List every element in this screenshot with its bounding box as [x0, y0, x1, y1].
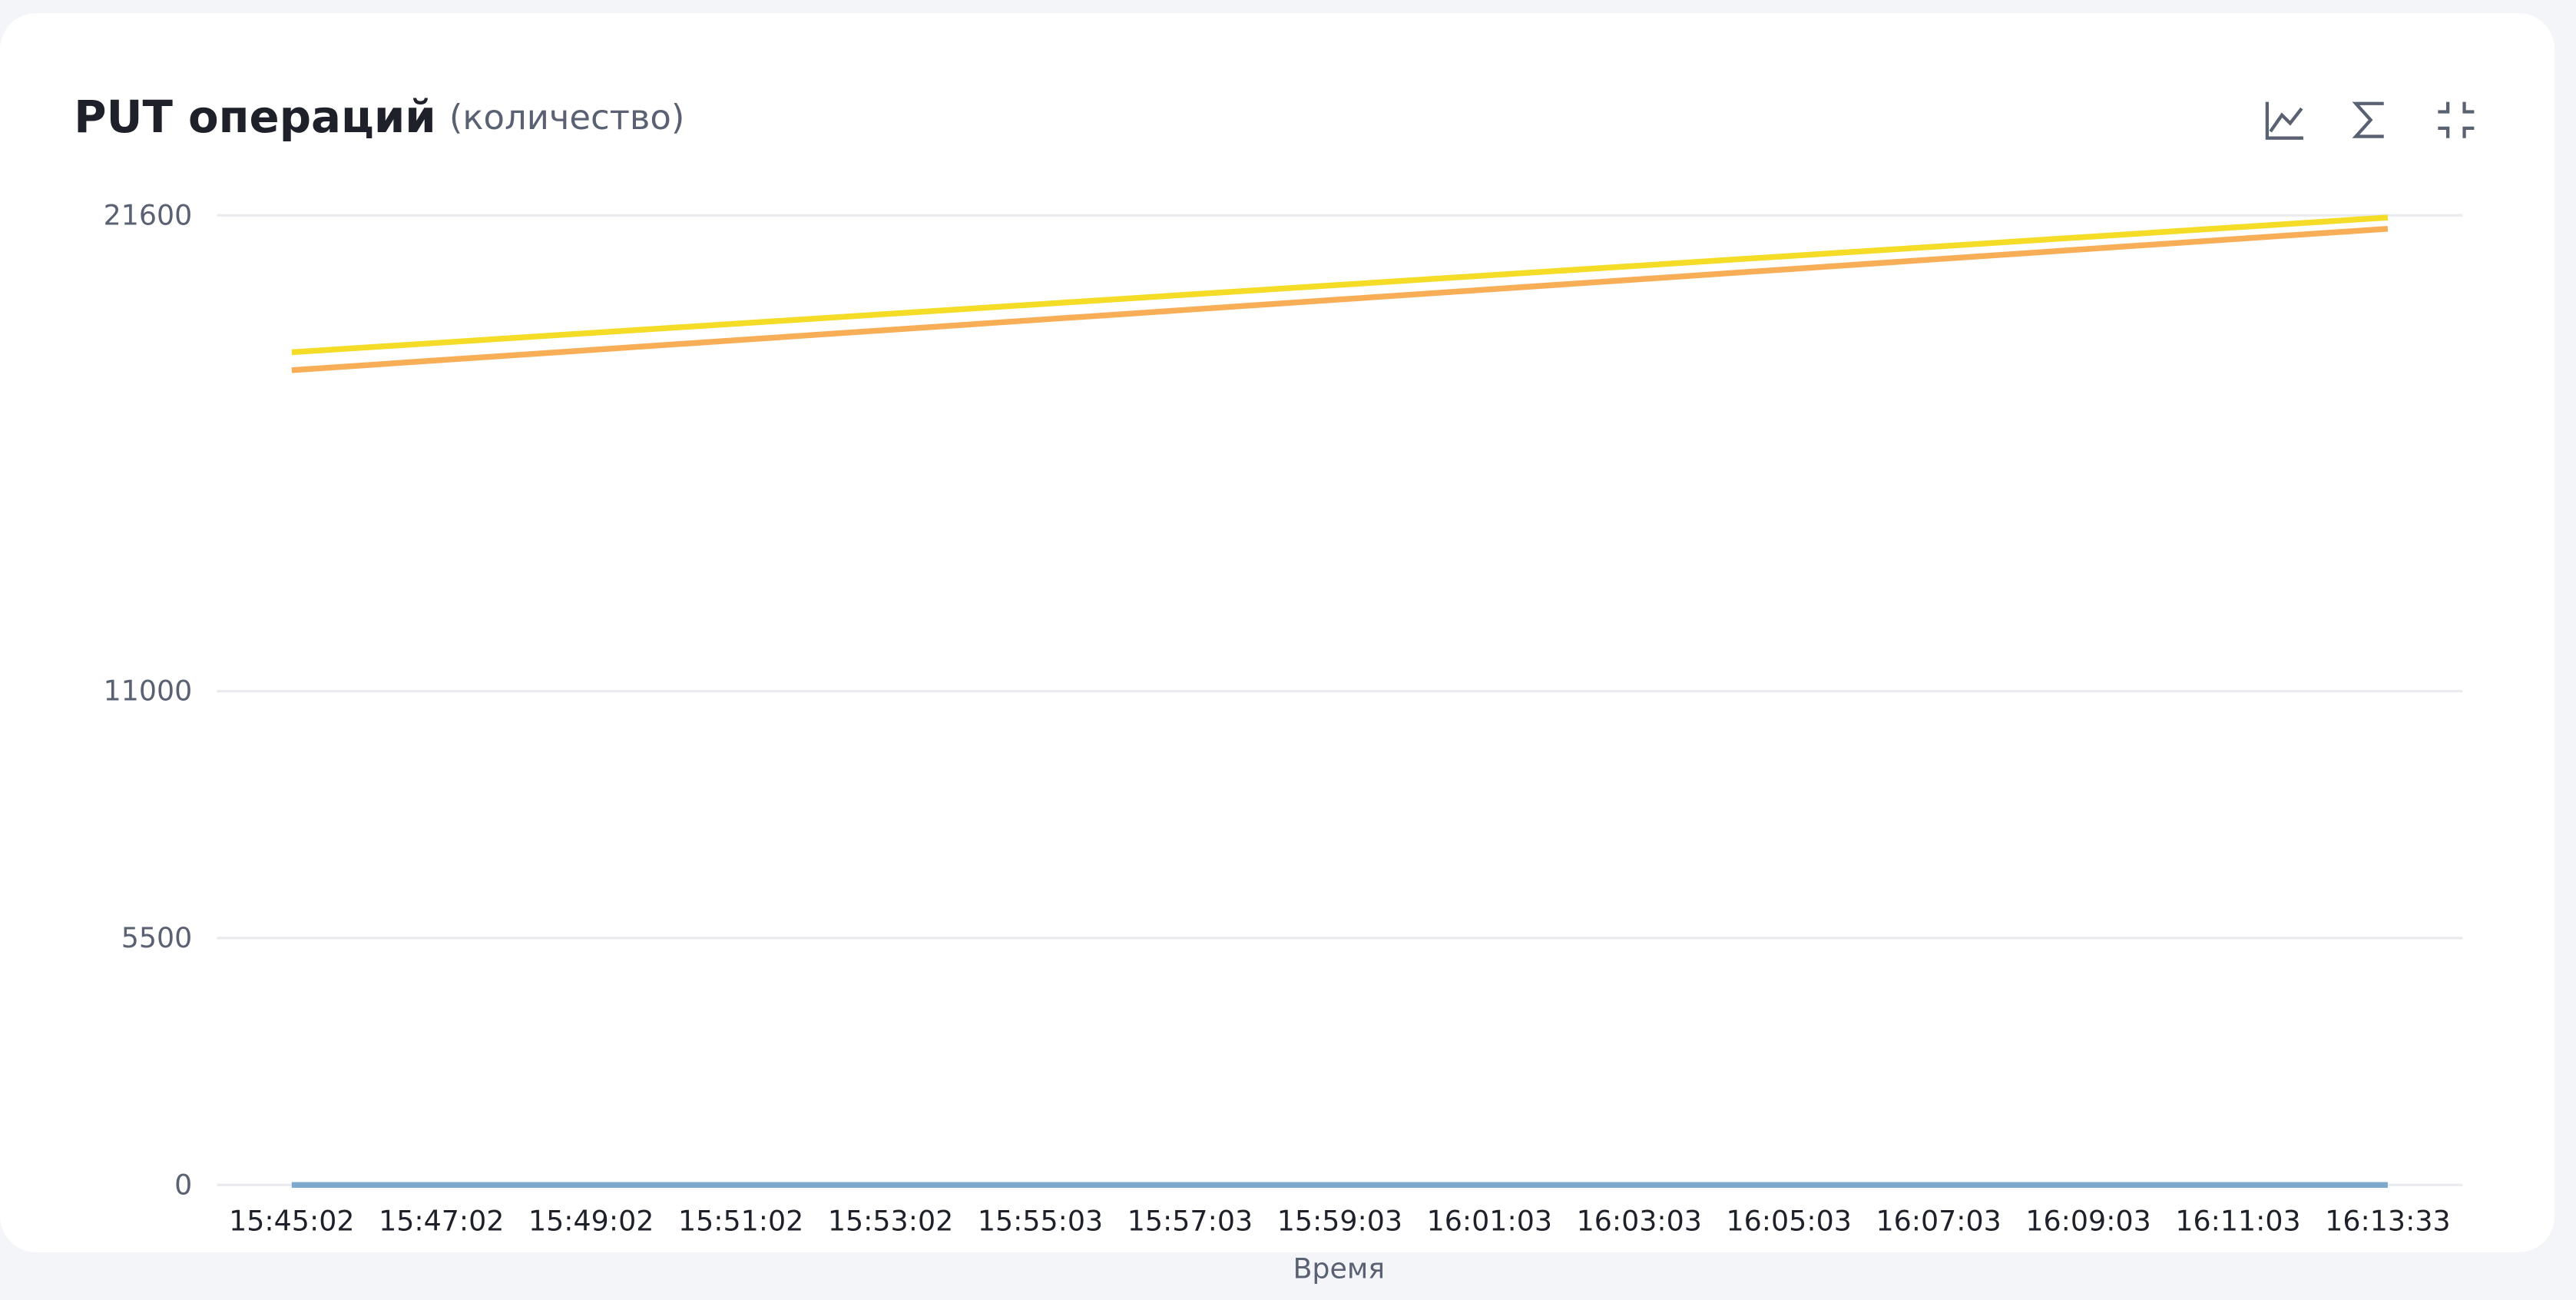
y-tick-label: 5500 [121, 921, 193, 954]
fullscreen-button[interactable] [2438, 101, 2475, 138]
x-tick-label: 15:55:03 [978, 1204, 1103, 1237]
title: PUT операций [74, 91, 436, 143]
x-tick-label: 16:11:03 [2175, 1204, 2300, 1237]
x-tick-label: 16:05:03 [1727, 1204, 1852, 1237]
x-tick-label: 15:53:02 [828, 1204, 953, 1237]
y-tick-label: 21600 [104, 198, 193, 231]
chart-type-button[interactable] [2265, 101, 2303, 140]
x-tick-label: 15:45:02 [229, 1204, 354, 1237]
x-tick-label: 15:51:02 [678, 1204, 803, 1237]
toolbar [2265, 101, 2475, 140]
card [0, 13, 2555, 1252]
x-tick-label: 16:07:03 [1876, 1204, 2001, 1237]
y-tick-label: 11000 [104, 675, 193, 708]
sum-button[interactable] [2352, 101, 2384, 138]
x-tick-label: 15:59:03 [1277, 1204, 1402, 1237]
x-tick-label: 16:09:03 [2025, 1204, 2151, 1237]
x-tick-label: 16:13:33 [2325, 1204, 2450, 1237]
x-tick-label: 15:57:03 [1127, 1204, 1253, 1237]
subtitle: (количество) [449, 97, 684, 138]
series-line [291, 214, 2389, 356]
x-tick-label: 15:49:02 [528, 1204, 654, 1237]
x-tick-label: 15:47:02 [379, 1204, 504, 1237]
x-tick-label: 16:03:03 [1577, 1204, 1702, 1237]
y-tick-label: 0 [174, 1168, 192, 1201]
chart-title: PUT операций (количество) [74, 91, 684, 143]
series-line [291, 226, 2389, 373]
x-tick-label: 16:01:03 [1427, 1204, 1552, 1237]
x-axis-title: Время [1293, 1252, 1385, 1285]
